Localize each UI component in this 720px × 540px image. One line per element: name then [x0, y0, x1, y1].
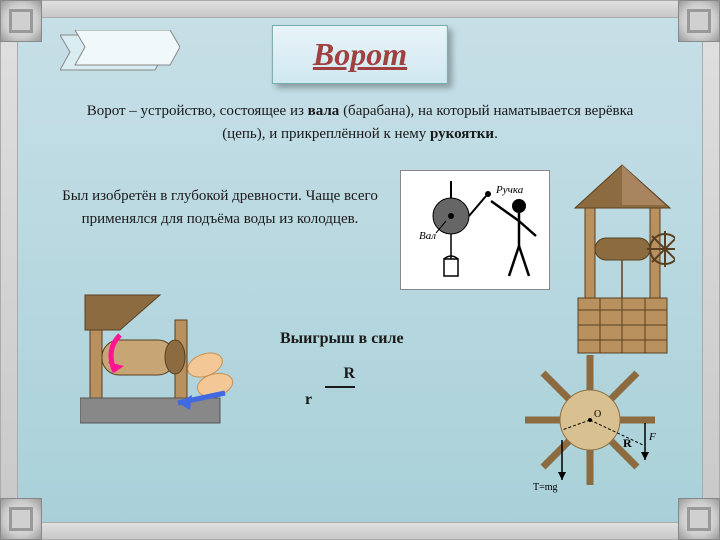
history-text: Был изобретён в глубокой древности. Чаще…: [50, 185, 390, 230]
shaft-label: Вал: [419, 230, 436, 242]
wheel-force-diagram: O R F T=mg: [515, 345, 665, 495]
wooden-well-illustration: [570, 160, 675, 370]
svg-text:R: R: [623, 436, 632, 450]
corner-ornament-icon: [678, 0, 720, 42]
hand-crank-well-illustration: [80, 290, 250, 425]
svg-text:T=mg: T=mg: [533, 482, 558, 493]
numerator: R: [295, 365, 365, 383]
winch-schematic-diagram: Ручка Вал: [400, 170, 550, 290]
corner-ornament-icon: [0, 0, 42, 42]
ribbon-icon: [60, 30, 180, 75]
force-ratio-formula: R r: [295, 365, 365, 409]
corner-ornament-icon: [0, 498, 42, 540]
title-panel: Ворот: [272, 25, 448, 84]
fraction-bar-icon: [325, 386, 355, 388]
handle-label: Ручка: [495, 184, 524, 196]
svg-text:O: O: [594, 409, 601, 420]
svg-text:F: F: [648, 431, 656, 443]
denominator: r: [295, 391, 365, 409]
slide-title: Ворот: [313, 36, 407, 73]
corner-ornament-icon: [678, 498, 720, 540]
definition-text: Ворот – устройство, состоящее из вала (б…: [70, 100, 650, 145]
force-gain-heading: Выигрыш в силе: [280, 330, 404, 348]
